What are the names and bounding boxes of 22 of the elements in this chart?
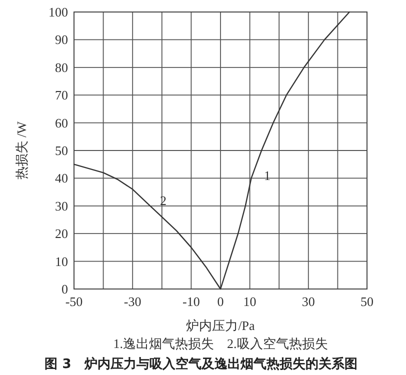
y-tick-label: 90 <box>55 32 68 48</box>
y-tick-label: 50 <box>55 143 68 158</box>
x-tick-label: 10 <box>243 294 256 309</box>
text: 图 3 炉内压力与吸入空气及逸出烟气热损失的关系图 <box>44 356 358 372</box>
y-tick-label: 30 <box>55 198 68 214</box>
y-tick-label: 40 <box>55 170 68 186</box>
y-tick-label: 10 <box>55 254 68 269</box>
y-axis-title: 热损失 /W <box>14 120 29 180</box>
y-tick-label: 60 <box>55 115 68 130</box>
y-tick-label: 20 <box>55 226 68 242</box>
text: 1.逸出烟气热损失 2.吸入空气热损失 <box>113 336 328 351</box>
x-axis-title: 炉内压力/Pa <box>186 318 256 333</box>
y-tick-label: 0 <box>62 282 68 296</box>
y-tick-label: 80 <box>55 60 68 75</box>
x-tick-label: -10 <box>182 294 200 309</box>
x-tick-label: 50 <box>360 294 374 309</box>
y-tick-label: 100 <box>48 4 68 20</box>
x-tick-label: -30 <box>124 294 142 309</box>
y-tick-label: 70 <box>55 88 68 103</box>
x-tick-label: -50 <box>65 294 83 309</box>
x-tick-label: 30 <box>302 294 315 309</box>
x-tick-label: 0 <box>217 294 224 309</box>
